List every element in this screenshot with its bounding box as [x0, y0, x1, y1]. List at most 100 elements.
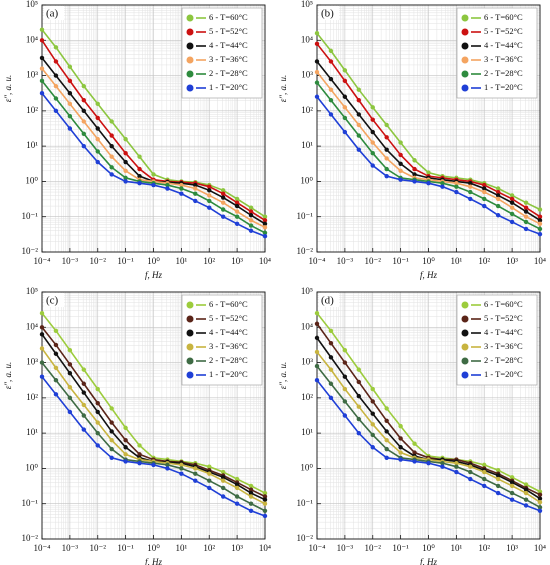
- legend-marker: [461, 315, 469, 323]
- data-point: [314, 69, 320, 75]
- data-point: [495, 476, 501, 482]
- data-point: [370, 163, 375, 168]
- legend-label: 1 - T=20°C: [484, 82, 523, 92]
- data-point: [234, 501, 240, 506]
- data-point: [123, 159, 128, 165]
- data-point: [523, 487, 529, 492]
- data-point: [482, 462, 487, 468]
- y-tick-label: 10²: [301, 392, 313, 402]
- data-point: [370, 432, 375, 438]
- data-point: [482, 483, 487, 489]
- data-point: [248, 209, 254, 214]
- data-point: [81, 98, 87, 103]
- y-tick-label: 10³: [301, 70, 313, 80]
- data-point: [370, 117, 375, 122]
- data-point: [314, 310, 320, 316]
- data-point: [193, 182, 198, 188]
- x-tick-label: 10⁻⁴: [34, 256, 51, 266]
- data-point: [370, 386, 375, 392]
- data-point: [384, 166, 389, 172]
- data-point: [248, 490, 254, 496]
- x-tick-label: 10⁻³: [62, 256, 79, 266]
- data-point: [67, 64, 73, 69]
- data-point: [356, 112, 362, 117]
- data-point: [509, 219, 515, 225]
- data-point: [314, 80, 320, 85]
- data-point: [123, 445, 128, 450]
- data-point: [509, 196, 515, 202]
- legend-box: [456, 7, 538, 99]
- data-point: [81, 390, 87, 395]
- data-point: [137, 452, 142, 457]
- data-point: [67, 362, 73, 367]
- data-point: [342, 348, 348, 353]
- data-point: [179, 182, 184, 188]
- data-point: [207, 193, 212, 198]
- data-point: [53, 59, 59, 64]
- data-point: [314, 378, 320, 383]
- data-point: [468, 181, 473, 186]
- data-point: [262, 494, 268, 499]
- data-point: [248, 501, 254, 506]
- data-point: [398, 457, 403, 462]
- data-point: [482, 469, 487, 475]
- data-point: [523, 219, 529, 225]
- x-tick-label: 10⁴: [259, 256, 271, 266]
- data-point: [262, 234, 268, 239]
- plot-frame: [41, 4, 266, 253]
- x-axis-label: f, Hz: [420, 270, 438, 280]
- data-point: [509, 497, 515, 502]
- data-point: [207, 485, 212, 491]
- legend-label: 3 - T=36°C: [209, 54, 248, 64]
- data-point: [95, 136, 100, 142]
- data-point: [328, 328, 334, 334]
- x-tick-label: 10¹: [451, 543, 463, 553]
- data-point: [67, 348, 73, 353]
- x-tick-label: 10⁻²: [90, 543, 107, 553]
- data-point: [412, 179, 417, 184]
- data-point: [537, 492, 543, 497]
- x-tick-label: 10⁰: [147, 256, 160, 266]
- data-point: [523, 200, 529, 205]
- data-point: [165, 466, 170, 471]
- x-tick-label: 10⁻³: [337, 256, 354, 266]
- legend-label: 4 - T=44°C: [209, 327, 248, 337]
- plot-frame: [316, 291, 541, 540]
- data-point: [384, 173, 389, 179]
- data-point: [81, 83, 87, 89]
- data-point: [220, 475, 226, 480]
- data-point: [137, 154, 142, 159]
- y-tick-label: 10²: [26, 392, 38, 402]
- data-point: [454, 181, 459, 186]
- data-point: [109, 429, 114, 434]
- panel-label-box: [319, 293, 339, 307]
- x-tick-label: 10⁻⁴: [34, 543, 51, 553]
- y-tick-label: 10⁵: [26, 0, 38, 9]
- data-point: [123, 425, 128, 431]
- x-tick-label: 10¹: [451, 256, 463, 266]
- x-tick-label: 10²: [203, 256, 215, 266]
- data-point: [328, 367, 334, 372]
- data-point: [262, 490, 268, 496]
- data-point: [537, 231, 543, 237]
- y-axis-label: ε″, a. u.: [3, 362, 13, 390]
- data-point: [220, 469, 226, 475]
- x-tick-label: 10⁻⁴: [309, 256, 326, 266]
- data-point: [39, 27, 45, 32]
- legend-label: 3 - T=36°C: [484, 341, 523, 351]
- data-point: [495, 186, 501, 191]
- data-point: [95, 400, 100, 406]
- data-point: [356, 367, 362, 372]
- data-point: [356, 122, 362, 128]
- data-point: [95, 149, 100, 154]
- y-tick-label: 10³: [26, 70, 38, 80]
- data-point: [95, 409, 100, 415]
- data-point: [95, 420, 100, 425]
- data-point: [356, 430, 362, 436]
- data-point: [523, 490, 529, 496]
- data-point: [248, 494, 254, 499]
- data-point: [482, 203, 487, 209]
- legend-marker: [461, 357, 469, 365]
- data-point: [123, 168, 128, 174]
- y-tick-label: 10⁰: [300, 462, 313, 472]
